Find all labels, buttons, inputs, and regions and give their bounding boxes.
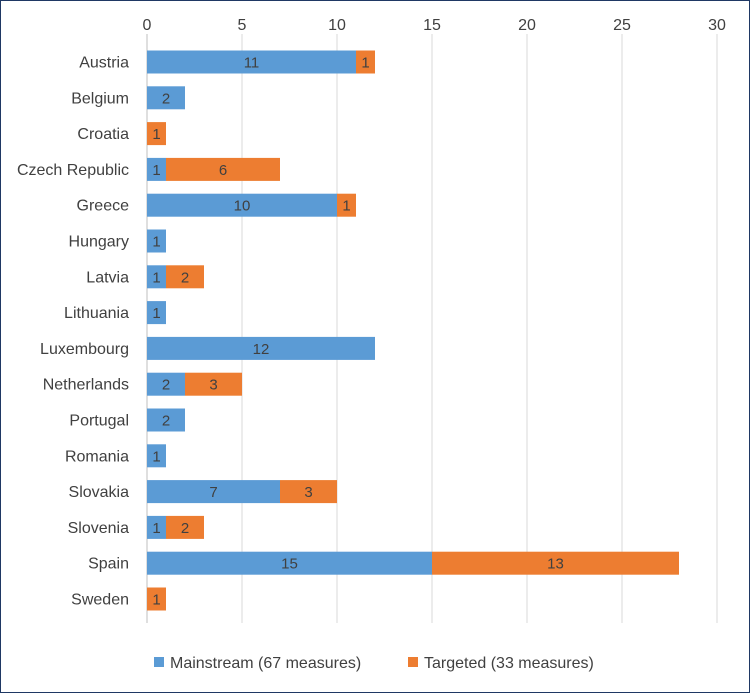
- data-label-mainstream-romania: 1: [152, 448, 160, 465]
- legend: Mainstream (67 measures) Targeted (33 me…: [154, 655, 594, 672]
- category-label-portugal: Portugal: [69, 413, 129, 430]
- category-label-czech-republic: Czech Republic: [17, 162, 129, 179]
- data-label-mainstream-greece: 10: [234, 198, 251, 215]
- bar-targeted-netherlands: [185, 372, 242, 396]
- category-label-hungary: Hungary: [69, 234, 129, 251]
- bar-mainstream-latvia: [147, 265, 166, 289]
- data-label-targeted-spain: 13: [547, 556, 564, 573]
- gridlines: [146, 34, 718, 623]
- bar-targeted-sweden: [147, 587, 166, 611]
- bar-targeted-latvia: [166, 265, 204, 289]
- bar-mainstream-spain: [147, 551, 432, 575]
- category-label-croatia: Croatia: [77, 126, 129, 143]
- tick-label-15: 15: [423, 17, 441, 34]
- data-label-targeted-greece: 1: [342, 198, 350, 215]
- legend-label-mainstream: Mainstream (67 measures): [170, 655, 361, 672]
- legend-swatch-mainstream: [154, 657, 164, 667]
- data-label-mainstream-czech-republic: 1: [152, 162, 160, 179]
- data-label-mainstream-lithuania: 1: [152, 305, 160, 322]
- data-label-targeted-slovenia: 2: [181, 520, 189, 537]
- bar-mainstream-hungary: [147, 229, 166, 253]
- x-axis-ticks: 0 5 10 15 20 25 30: [143, 17, 726, 34]
- data-label-targeted-croatia: 1: [152, 126, 160, 143]
- bar-mainstream-belgium: [147, 86, 185, 110]
- category-labels: Austria Belgium Croatia Czech Republic Greec…: [17, 55, 129, 609]
- category-label-romania: Romania: [65, 448, 129, 465]
- data-label-targeted-czech-republic: 6: [219, 162, 227, 179]
- data-label-mainstream-belgium: 2: [162, 90, 170, 107]
- bar-mainstream-lithuania: [147, 301, 166, 325]
- bar-mainstream-slovenia: [147, 515, 166, 539]
- data-label-mainstream-spain: 15: [281, 556, 298, 573]
- data-label-mainstream-luxembourg: 12: [253, 341, 270, 358]
- category-label-lithuania: Lithuania: [64, 305, 129, 322]
- bar-mainstream-netherlands: [147, 372, 185, 396]
- data-label-targeted-sweden: 1: [152, 592, 160, 609]
- category-label-spain: Spain: [88, 556, 129, 573]
- tick-label-5: 5: [238, 17, 247, 34]
- bar-targeted-czech-republic: [166, 157, 280, 181]
- tick-label-25: 25: [613, 17, 631, 34]
- data-label-mainstream-slovenia: 1: [152, 520, 160, 537]
- bar-targeted-slovakia: [280, 480, 337, 504]
- data-label-mainstream-slovakia: 7: [209, 484, 217, 501]
- data-label-targeted-austria: 1: [361, 55, 369, 72]
- legend-label-targeted: Targeted (33 measures): [424, 655, 594, 672]
- category-label-slovenia: Slovenia: [68, 520, 129, 537]
- bar-mainstream-luxembourg: [147, 336, 375, 360]
- category-label-luxembourg: Luxembourg: [40, 341, 129, 358]
- bar-targeted-croatia: [147, 122, 166, 146]
- bar-targeted-greece: [337, 193, 356, 217]
- bar-mainstream-romania: [147, 444, 166, 468]
- data-label-mainstream-portugal: 2: [162, 413, 170, 430]
- data-label-mainstream-latvia: 1: [152, 269, 160, 286]
- tick-label-10: 10: [328, 17, 346, 34]
- category-label-belgium: Belgium: [71, 90, 129, 107]
- category-label-austria: Austria: [79, 55, 129, 72]
- data-label-targeted-slovakia: 3: [304, 484, 312, 501]
- tick-label-0: 0: [143, 17, 152, 34]
- bar-mainstream-portugal: [147, 408, 185, 432]
- data-label-mainstream-austria: 11: [244, 55, 260, 72]
- category-label-slovakia: Slovakia: [69, 484, 130, 501]
- category-label-latvia: Latvia: [86, 269, 129, 286]
- category-label-greece: Greece: [77, 198, 130, 215]
- category-label-sweden: Sweden: [71, 592, 129, 609]
- bar-targeted-slovenia: [166, 515, 204, 539]
- legend-swatch-targeted: [408, 657, 418, 667]
- bar-targeted-spain: [432, 551, 679, 575]
- bar-mainstream-greece: [147, 193, 337, 217]
- bar-targeted-austria: [356, 50, 375, 74]
- data-label-mainstream-netherlands: 2: [162, 377, 170, 394]
- category-label-netherlands: Netherlands: [43, 377, 129, 394]
- bar-mainstream-czech-republic: [147, 157, 166, 181]
- tick-label-20: 20: [518, 17, 536, 34]
- tick-label-30: 30: [708, 17, 726, 34]
- data-label-targeted-netherlands: 3: [209, 377, 217, 394]
- bar-mainstream-slovakia: [147, 480, 280, 504]
- bar-mainstream-austria: [147, 50, 356, 74]
- data-label-mainstream-hungary: 1: [152, 234, 160, 251]
- data-label-targeted-latvia: 2: [181, 269, 189, 286]
